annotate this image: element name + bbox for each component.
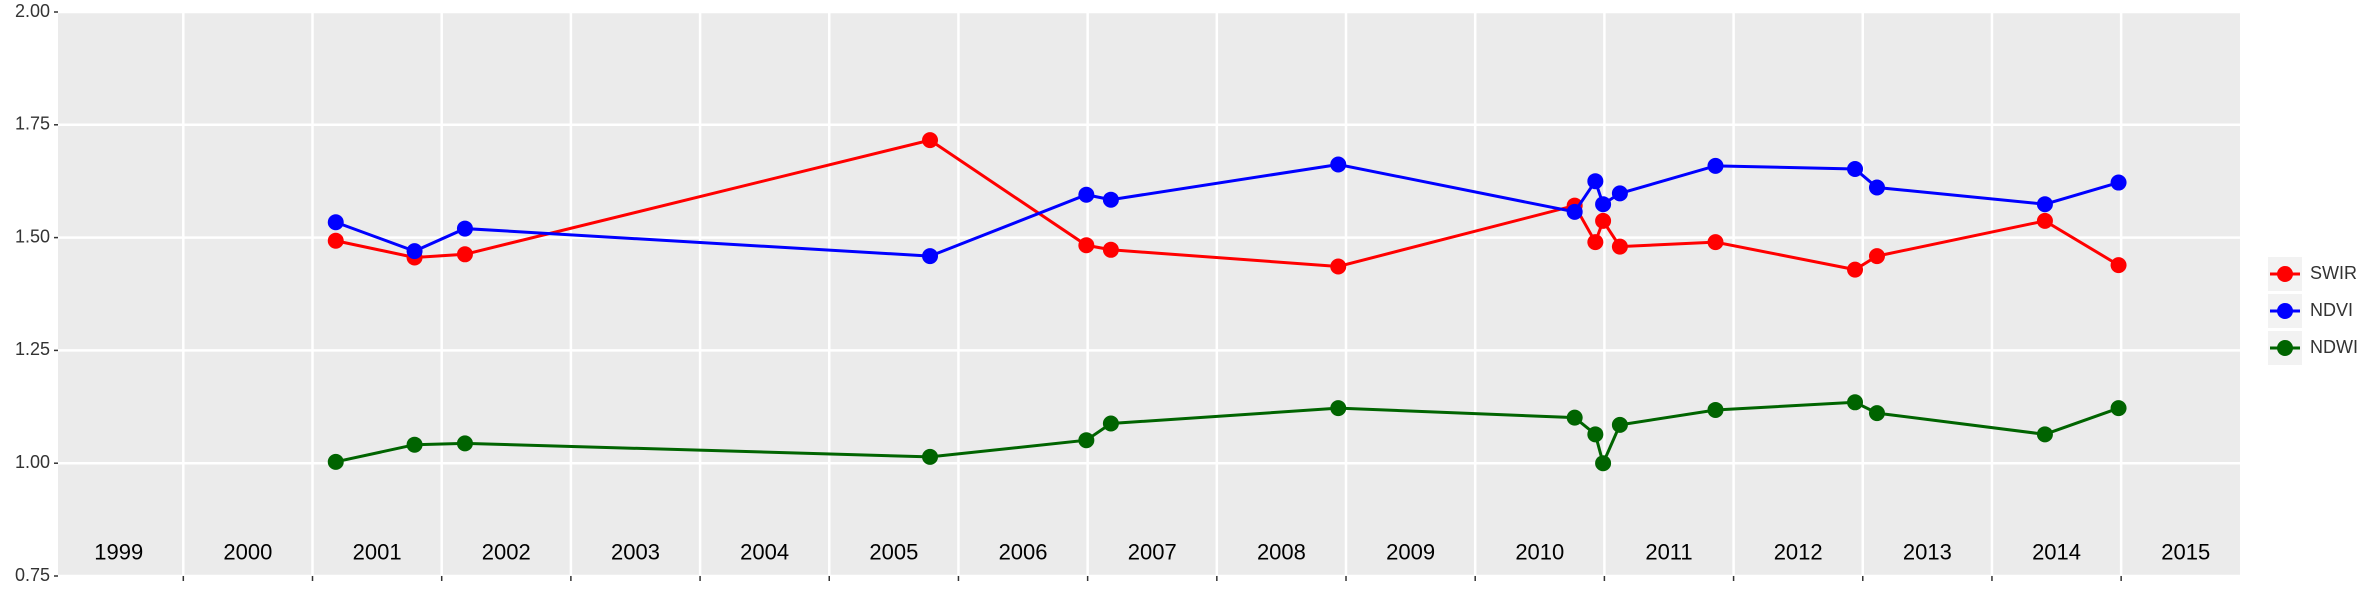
point bbox=[406, 243, 423, 260]
y-tick-label: 0.75 bbox=[15, 565, 50, 585]
point bbox=[456, 246, 473, 263]
point bbox=[1595, 196, 1612, 213]
point bbox=[327, 214, 344, 231]
point bbox=[406, 436, 423, 453]
point bbox=[1330, 258, 1347, 275]
point bbox=[1566, 203, 1583, 220]
point bbox=[2110, 174, 2127, 191]
legend-point bbox=[2277, 340, 2293, 356]
y-tick-label: 1.00 bbox=[15, 452, 50, 472]
point bbox=[1868, 179, 1885, 196]
year-label: 2005 bbox=[869, 539, 918, 564]
y-tick-label: 1.75 bbox=[15, 114, 50, 134]
point bbox=[327, 232, 344, 249]
legend-label: SWIR bbox=[2310, 263, 2357, 283]
legend-label: NDVI bbox=[2310, 300, 2353, 320]
point bbox=[2110, 400, 2127, 417]
point bbox=[1102, 241, 1119, 258]
point bbox=[922, 248, 939, 265]
point bbox=[1868, 405, 1885, 422]
y-tick-label: 1.25 bbox=[15, 339, 50, 359]
point bbox=[1587, 173, 1604, 190]
series-line bbox=[335, 138, 2120, 272]
year-label: 2009 bbox=[1386, 539, 1435, 564]
point bbox=[1707, 157, 1724, 174]
point bbox=[456, 220, 473, 237]
point bbox=[1566, 409, 1583, 426]
point bbox=[1587, 426, 1604, 443]
legend-point bbox=[2277, 266, 2293, 282]
plot-panel bbox=[58, 12, 2240, 576]
point bbox=[1847, 261, 1864, 278]
year-label: 2008 bbox=[1257, 539, 1306, 564]
point bbox=[456, 435, 473, 452]
year-label: 2014 bbox=[2032, 539, 2081, 564]
year-label: 2000 bbox=[223, 539, 272, 564]
year-label: 2012 bbox=[1774, 539, 1823, 564]
year-label: 2001 bbox=[353, 539, 402, 564]
legend-label: NDWI bbox=[2310, 337, 2358, 357]
point bbox=[922, 448, 939, 465]
year-label: 1999 bbox=[94, 539, 143, 564]
point bbox=[1595, 455, 1612, 472]
year-label: 2010 bbox=[1515, 539, 1564, 564]
year-label: 2007 bbox=[1128, 539, 1177, 564]
year-label: 2006 bbox=[999, 539, 1048, 564]
point bbox=[1330, 400, 1347, 417]
point bbox=[1102, 415, 1119, 432]
point bbox=[1078, 186, 1095, 203]
point bbox=[1102, 191, 1119, 208]
point bbox=[1611, 416, 1628, 433]
point bbox=[1611, 238, 1628, 255]
point bbox=[2110, 257, 2127, 274]
point bbox=[327, 453, 344, 470]
year-label: 2003 bbox=[611, 539, 660, 564]
point bbox=[922, 132, 939, 149]
point bbox=[1587, 234, 1604, 251]
point bbox=[1707, 234, 1724, 251]
point bbox=[1078, 237, 1095, 254]
legend-point bbox=[2277, 303, 2293, 319]
y-tick-label: 2.00 bbox=[15, 1, 50, 21]
point bbox=[2036, 196, 2053, 213]
series-line bbox=[335, 162, 2119, 258]
year-label: 2002 bbox=[482, 539, 531, 564]
point bbox=[1868, 248, 1885, 265]
year-label: 2013 bbox=[1903, 539, 1952, 564]
y-tick-label: 1.50 bbox=[15, 226, 50, 246]
point bbox=[1611, 185, 1628, 202]
point bbox=[1847, 161, 1864, 178]
point bbox=[2036, 426, 2053, 443]
year-label: 2004 bbox=[740, 539, 789, 564]
year-label: 2015 bbox=[2161, 539, 2210, 564]
point bbox=[1595, 212, 1612, 229]
point bbox=[1330, 156, 1347, 173]
point bbox=[1078, 432, 1095, 449]
year-label: 2011 bbox=[1645, 539, 1692, 564]
point bbox=[1707, 401, 1724, 418]
point bbox=[2036, 212, 2053, 229]
point bbox=[1847, 394, 1864, 411]
series-line bbox=[335, 400, 2120, 468]
